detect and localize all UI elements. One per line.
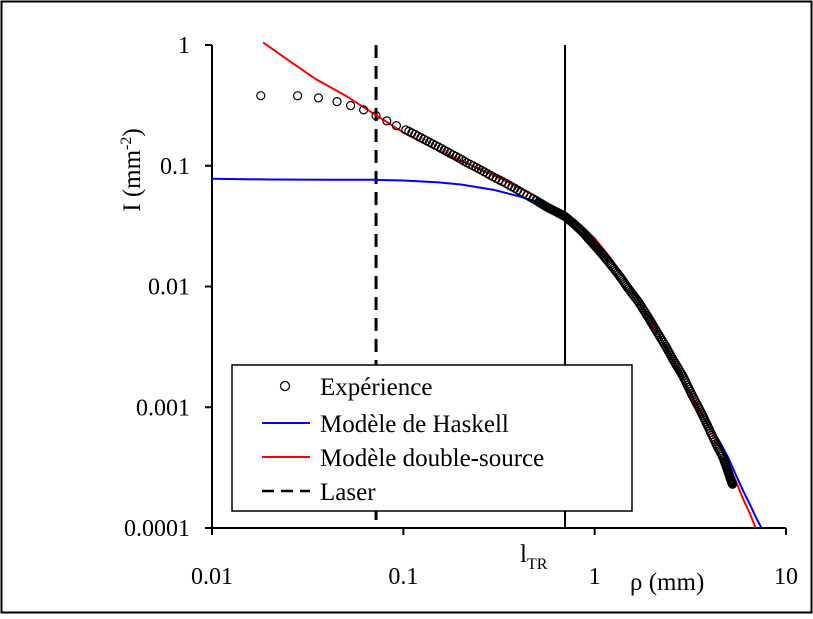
y-tick-label: 0.001 <box>136 395 190 421</box>
x-axis-label: ρ (mm) <box>630 569 704 596</box>
y-tick-label: 0.1 <box>160 154 190 180</box>
y-axis-label: I (mm-2) <box>118 128 146 211</box>
y-tick-label: 0.01 <box>148 275 190 301</box>
experience-marker <box>346 100 356 111</box>
x-tick-label: 0.01 <box>191 564 233 590</box>
legend-label-experience: Expérience <box>320 374 432 401</box>
experience-marker <box>391 120 401 131</box>
experience-marker <box>313 93 323 103</box>
experience-marker <box>382 116 392 126</box>
ltr-label-subscript: TR <box>527 556 548 573</box>
x-tick-label: 10 <box>774 564 798 590</box>
markers-group <box>256 91 738 489</box>
experience-marker <box>256 91 266 101</box>
experience-marker <box>359 105 369 115</box>
experience-marker <box>593 244 603 254</box>
experience-marker <box>371 110 381 121</box>
x-tick-label: 0.1 <box>388 564 418 590</box>
y-tick-label: 1 <box>178 33 190 59</box>
ltr-label-main: l <box>520 541 527 568</box>
legend-label-laser: Laser <box>320 479 376 506</box>
y-axis-label-superscript: -2 <box>118 137 135 150</box>
legend: Expérience Modèle de Haskell Modèle doub… <box>231 364 633 512</box>
experience-marker <box>477 165 487 175</box>
legend-marker-experience <box>279 380 291 392</box>
experience-marker <box>584 234 594 244</box>
legend-label-haskell: Modèle de Haskell <box>320 411 509 438</box>
experience-marker <box>601 254 612 265</box>
legend-label-double-source: Modèle double-source <box>320 445 544 472</box>
y-axis-label-close: ) <box>119 128 146 136</box>
experience-marker <box>293 91 303 101</box>
y-tick-label: 0.0001 <box>124 516 190 542</box>
x-tick-label: 1 <box>589 564 601 590</box>
legend-box <box>231 364 633 512</box>
experience-marker <box>332 96 342 107</box>
experience-marker <box>451 151 461 161</box>
ltr-label: lTR <box>520 541 548 573</box>
experience-marker <box>727 479 737 489</box>
experience-marker <box>611 266 621 276</box>
y-axis-label-main: I (mm <box>119 149 146 211</box>
